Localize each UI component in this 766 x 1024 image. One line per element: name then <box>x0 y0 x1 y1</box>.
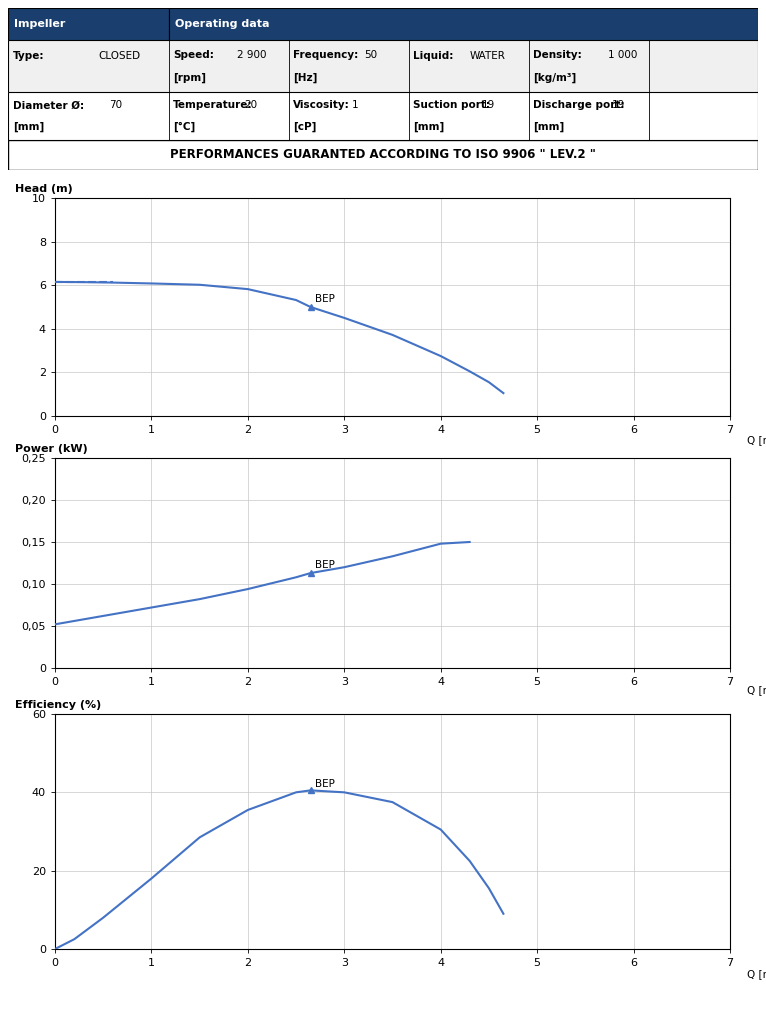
Text: [rpm]: [rpm] <box>173 73 206 83</box>
Text: 50: 50 <box>365 49 378 59</box>
Text: 20: 20 <box>244 100 257 111</box>
Text: Efficiency (%): Efficiency (%) <box>15 700 101 710</box>
Text: Type:: Type: <box>13 50 44 60</box>
Text: BEP: BEP <box>316 779 336 790</box>
Bar <box>8 8 169 40</box>
Text: [kg/m³]: [kg/m³] <box>533 73 577 83</box>
Text: [Hz]: [Hz] <box>293 73 318 83</box>
Text: 1: 1 <box>352 100 358 111</box>
Text: 19: 19 <box>483 100 496 111</box>
Text: Viscosity:: Viscosity: <box>293 100 350 111</box>
Text: BEP: BEP <box>316 560 336 570</box>
Text: Liquid:: Liquid: <box>413 50 453 60</box>
Text: Impeller: Impeller <box>14 19 65 29</box>
Text: Temperature:: Temperature: <box>173 100 253 111</box>
Text: Frequency:: Frequency: <box>293 49 358 59</box>
Text: Operating data: Operating data <box>175 19 270 29</box>
Text: PERFORMANCES GUARANTED ACCORDING TO ISO 9906 " LEV.2 ": PERFORMANCES GUARANTED ACCORDING TO ISO … <box>170 148 596 162</box>
Text: CLOSED: CLOSED <box>98 50 140 60</box>
Text: 19: 19 <box>612 100 625 111</box>
Text: Diameter Ø:: Diameter Ø: <box>13 100 84 111</box>
Text: Discharge port:: Discharge port: <box>533 100 625 111</box>
Text: Q [m³/h]: Q [m³/h] <box>748 685 766 695</box>
Text: Speed:: Speed: <box>173 49 214 59</box>
Bar <box>169 8 758 40</box>
Text: Q [m³/h]: Q [m³/h] <box>748 970 766 980</box>
Text: 1 000: 1 000 <box>608 49 637 59</box>
Text: [mm]: [mm] <box>533 122 565 132</box>
Text: [°C]: [°C] <box>173 122 195 132</box>
Text: 70: 70 <box>110 100 123 111</box>
Text: WATER: WATER <box>470 50 506 60</box>
Text: 2 900: 2 900 <box>237 49 267 59</box>
Text: Power (kW): Power (kW) <box>15 444 88 454</box>
Text: Q [m³/h]: Q [m³/h] <box>748 435 766 445</box>
Text: [mm]: [mm] <box>13 122 44 132</box>
Text: Suction port:: Suction port: <box>413 100 490 111</box>
Text: Head (m): Head (m) <box>15 184 73 194</box>
Text: [mm]: [mm] <box>413 122 444 132</box>
Text: [cP]: [cP] <box>293 122 316 132</box>
Text: Density:: Density: <box>533 49 582 59</box>
Text: BEP: BEP <box>316 294 336 304</box>
